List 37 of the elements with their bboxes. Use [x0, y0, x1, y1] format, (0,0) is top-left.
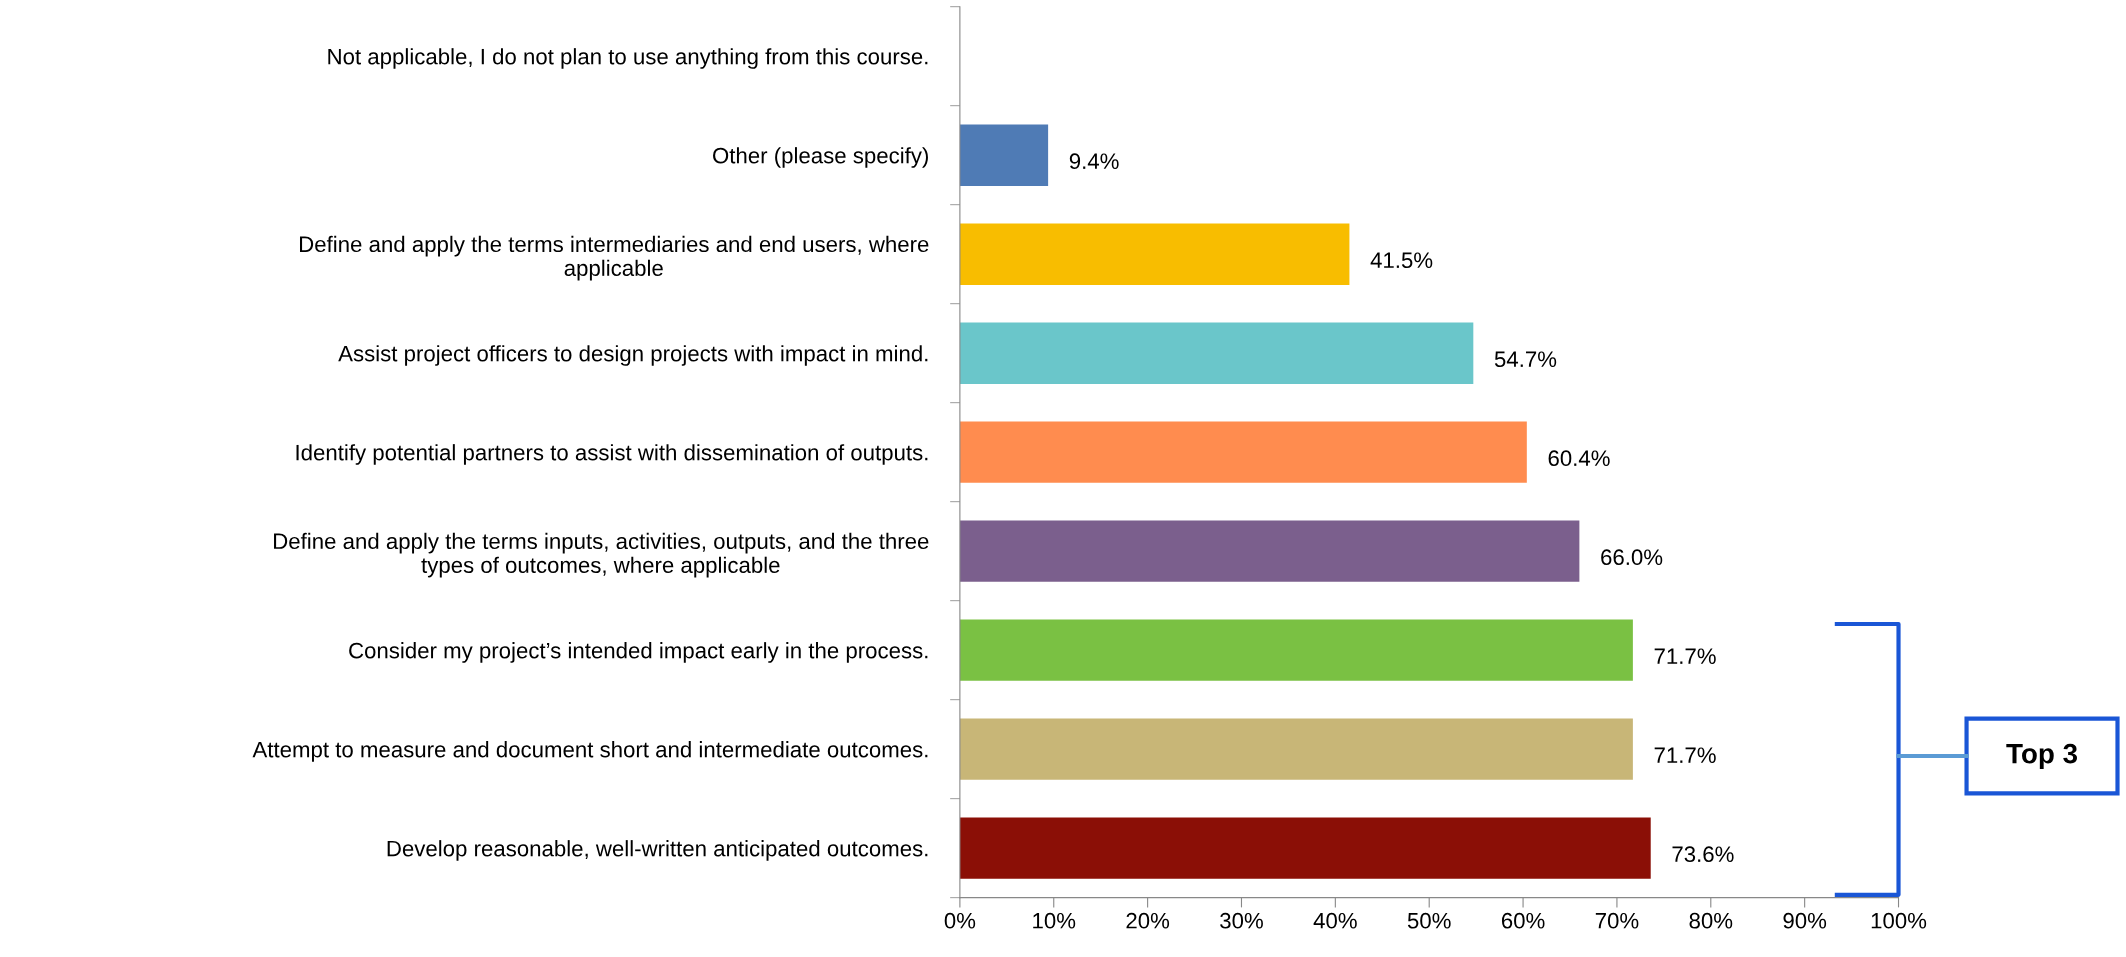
y-tick-label: Not applicable, I do not plan to use anything from this course.	[328, 48, 928, 69]
y-tick-label: Define and apply the terms inputs, activities, outputs, and the three types of outcomes, where applicable	[274, 532, 929, 578]
x-tick-label: 0%	[944, 912, 976, 929]
data-label: 71.7%	[1654, 747, 1716, 763]
data-label: 54.7%	[1494, 351, 1557, 368]
bar	[959, 619, 1633, 681]
y-tick-label: Identify potential partners to assist with dissemination of outputs.	[296, 444, 928, 465]
text: Top 3	[2006, 743, 2078, 769]
data-label: 9.4%	[1069, 153, 1119, 170]
x-tick-label: 100%	[1871, 912, 1927, 929]
y-tick-label: Attempt to measure and document short and intermediate outcomes.	[252, 741, 928, 762]
bar	[959, 520, 1580, 582]
x-tick-label: 70%	[1595, 912, 1639, 929]
x-tick-label: 20%	[1126, 912, 1170, 929]
y-tick-label: Other (please specify)	[713, 147, 928, 168]
bar	[959, 421, 1527, 483]
y-tick-label: Define and apply the terms intermediaries and end users, where applicable	[300, 235, 929, 281]
x-tick-label: 10%	[1033, 912, 1076, 929]
data-label: 71.7%	[1654, 648, 1716, 664]
bar	[959, 124, 1049, 186]
x-tick-label: 90%	[1783, 912, 1827, 929]
x-tick-label: 30%	[1220, 912, 1263, 929]
x-tick-label: 40%	[1313, 912, 1357, 929]
x-tick-label: 50%	[1407, 912, 1451, 929]
bar	[959, 322, 1474, 384]
data-label: 41.5%	[1370, 252, 1433, 269]
bar	[959, 817, 1651, 879]
data-label: 66.0%	[1601, 549, 1663, 566]
y-tick-label: Develop reasonable, well-written anticipated outcomes.	[387, 840, 928, 861]
x-tick-label: 60%	[1501, 912, 1545, 929]
bar	[959, 223, 1350, 285]
bar	[959, 718, 1633, 780]
y-tick-label: Assist project officers to design projects with impact in mind.	[338, 345, 928, 366]
data-label: 73.6%	[1672, 846, 1734, 863]
y-tick-label: Consider my project’s intended impact early in the process.	[349, 642, 928, 663]
x-tick-label: 80%	[1689, 912, 1733, 929]
data-label: 60.4%	[1548, 450, 1610, 467]
